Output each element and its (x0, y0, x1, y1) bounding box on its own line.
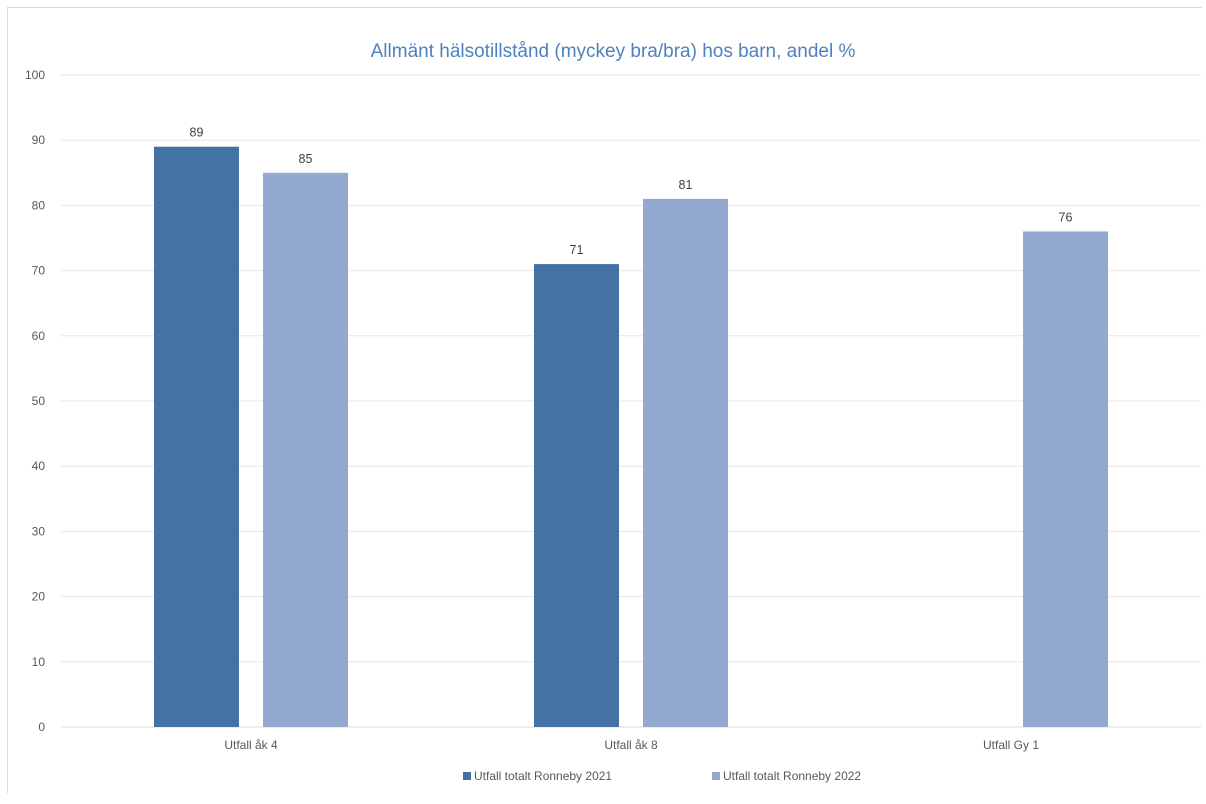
data-label: 76 (1059, 210, 1073, 224)
y-tick-label: 70 (32, 264, 46, 278)
bar-1-2 (534, 264, 619, 727)
legend: Utfall totalt Ronneby 2021 Utfall totalt … (463, 769, 861, 783)
bar-2-2 (643, 198, 728, 727)
y-tick-label: 40 (32, 459, 46, 473)
data-label: 85 (299, 152, 313, 166)
data-label: 81 (679, 178, 693, 192)
data-label: 89 (190, 126, 204, 140)
x-axis-ticks: Utfall åk 4 Utfall åk 8 Utfall Gy 1 (224, 738, 1039, 752)
gridlines (61, 74, 1201, 728)
bar-chart: Allmänt hälsotillstånd (myckey bra/bra) … (25, 41, 1201, 783)
y-tick-label: 20 (32, 590, 46, 604)
bar-2-3 (1023, 231, 1108, 728)
x-tick-label: Utfall åk 8 (604, 738, 658, 752)
data-label: 71 (570, 243, 584, 257)
y-tick-label: 0 (38, 720, 45, 734)
legend-swatch-2 (712, 772, 720, 780)
bars: 89 85 71 81 76 (154, 126, 1108, 728)
legend-swatch-1 (463, 772, 471, 780)
bar-1-1 (154, 146, 239, 728)
y-tick-label: 50 (32, 394, 46, 408)
y-tick-label: 30 (32, 524, 46, 538)
y-tick-label: 100 (25, 68, 45, 82)
chart-title: Allmänt hälsotillstånd (myckey bra/bra) … (371, 41, 856, 62)
x-tick-label: Utfall Gy 1 (983, 738, 1039, 752)
x-tick-label: Utfall åk 4 (224, 738, 278, 752)
y-tick-label: 90 (32, 133, 46, 147)
y-tick-label: 60 (32, 329, 46, 343)
chart-frame: Allmänt hälsotillstånd (myckey bra/bra) … (7, 7, 1202, 793)
y-tick-label: 80 (32, 198, 46, 212)
bar-2-1 (263, 172, 348, 728)
legend-label-2: Utfall totalt Ronneby 2022 (723, 769, 861, 783)
y-tick-label: 10 (32, 655, 46, 669)
y-axis-ticks: 0 10 20 30 40 50 60 70 80 90 100 (25, 68, 45, 734)
legend-label-1: Utfall totalt Ronneby 2021 (474, 769, 612, 783)
